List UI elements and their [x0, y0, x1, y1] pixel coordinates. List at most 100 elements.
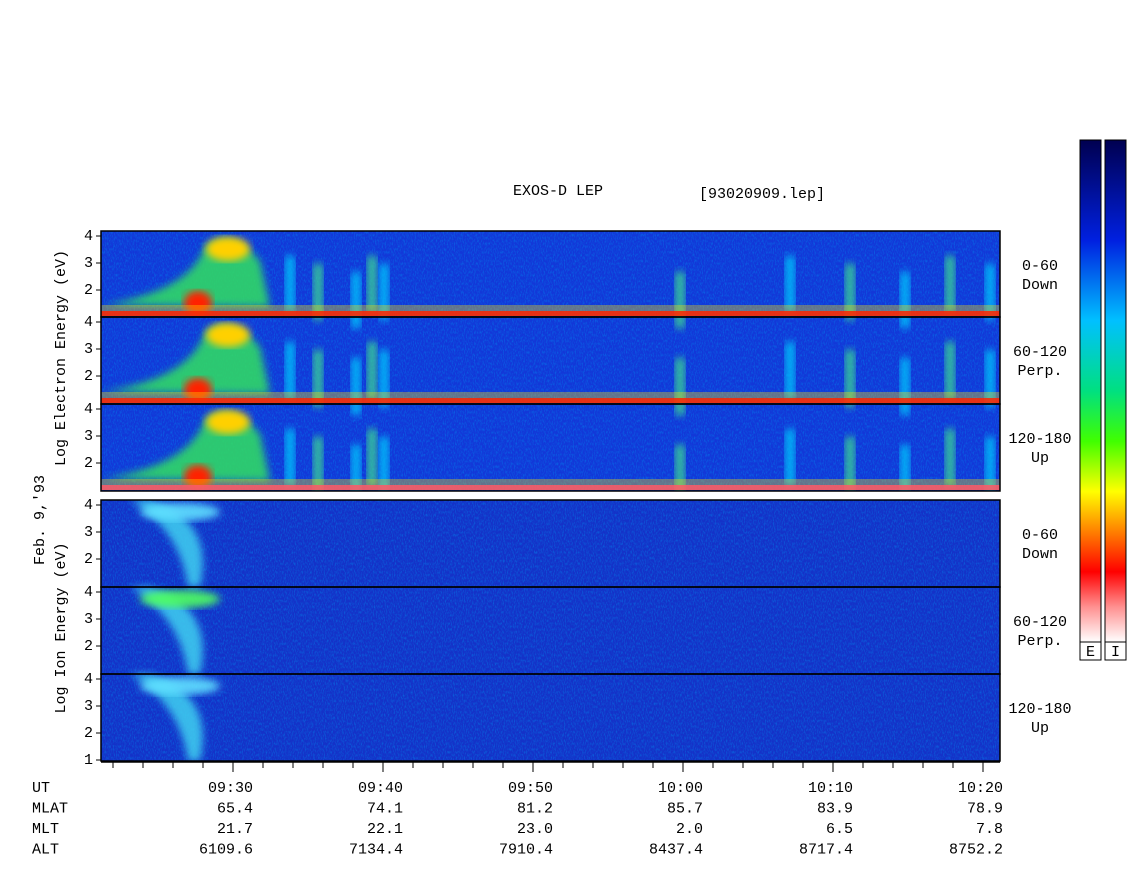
panel-frame	[100, 673, 1001, 762]
feature	[285, 256, 295, 312]
panel-label: Perp.	[1017, 633, 1062, 650]
electron-features	[101, 237, 1000, 491]
feature	[184, 465, 212, 489]
y-tick-label: 4	[84, 584, 93, 601]
feature	[367, 429, 377, 486]
feature	[845, 437, 855, 491]
feature	[313, 264, 323, 320]
feature	[785, 256, 795, 312]
y-tick-label: 4	[84, 497, 93, 514]
y-tick-label: 2	[84, 638, 93, 655]
feature	[945, 256, 955, 312]
y-tick-label: 3	[84, 341, 93, 358]
y-tick-label: 2	[84, 455, 93, 472]
ion-features	[130, 500, 220, 761]
feature	[785, 429, 795, 486]
feature	[184, 291, 212, 315]
y-tick-label: 3	[84, 255, 93, 272]
y-tick-label: 4	[84, 671, 93, 688]
spectrogram-noise	[101, 587, 1000, 674]
colorbar	[1079, 139, 1102, 643]
spectrogram-noise	[101, 500, 1000, 587]
row-value: 22.1	[367, 821, 403, 838]
colorbar	[1104, 139, 1127, 643]
feature	[367, 342, 377, 399]
plot: EXOS-D LEP [93020909.lep] 4 3 2 0-60 Down 4 3 2 60…	[32, 139, 1127, 858]
row-value: 81.2	[517, 800, 553, 817]
feature	[130, 587, 203, 674]
y-tick-label: 3	[84, 698, 93, 715]
panel-label: 60-120	[1013, 344, 1067, 361]
feature	[140, 677, 220, 695]
feature	[101, 479, 1000, 485]
feature	[985, 350, 995, 407]
y-tick-label: 3	[84, 524, 93, 541]
feature	[900, 272, 910, 328]
feature	[351, 272, 361, 328]
feature	[206, 323, 250, 347]
feature	[379, 264, 389, 320]
feature	[206, 237, 250, 261]
y-tick-label: 2	[84, 282, 93, 299]
y-tick-label: 4	[84, 228, 93, 245]
panel-label: 0-60	[1022, 527, 1058, 544]
feature	[845, 350, 855, 407]
feature	[379, 437, 389, 491]
y-tick-label: 3	[84, 428, 93, 445]
feature	[101, 305, 1000, 311]
feature	[379, 350, 389, 407]
row-value: 2.0	[676, 821, 703, 838]
feature	[675, 445, 685, 491]
feature	[285, 429, 295, 486]
colorbar-label-box	[1104, 641, 1127, 661]
feature	[101, 311, 1000, 316]
panel-label: Perp.	[1017, 363, 1062, 380]
row-label: MLAT	[32, 800, 68, 817]
feature	[900, 445, 910, 491]
panel-label: 60-120	[1013, 614, 1067, 631]
row-value: 8752.2	[949, 841, 1003, 858]
y-tick-label: 4	[84, 314, 93, 331]
row-value: 78.9	[967, 800, 1003, 817]
y-axis-label: Log Electron Energy (eV)	[53, 250, 70, 466]
row-value: 65.4	[217, 800, 253, 817]
feature	[985, 264, 995, 320]
row-label: ALT	[32, 841, 59, 858]
feature	[900, 358, 910, 415]
feature	[675, 272, 685, 328]
row-value: 6.5	[826, 821, 853, 838]
feature	[351, 445, 361, 491]
panel-label: Down	[1022, 546, 1058, 563]
feature	[367, 256, 377, 312]
feature	[140, 503, 220, 521]
row-value: 8437.4	[649, 841, 703, 858]
y-tick-label: 3	[84, 611, 93, 628]
colorbar-label: E	[1086, 644, 1095, 661]
row-value: 09:40	[358, 780, 403, 797]
panel-label: 120-180	[1008, 431, 1071, 448]
feature	[945, 429, 955, 486]
row-label: MLT	[32, 821, 59, 838]
panel-label: Up	[1031, 450, 1049, 467]
row-value: 85.7	[667, 800, 703, 817]
row-value: 7910.4	[499, 841, 553, 858]
y-tick-label: 4	[84, 401, 93, 418]
row-value: 7134.4	[349, 841, 403, 858]
feature	[130, 500, 203, 587]
y-tick-label: 2	[84, 725, 93, 742]
date-label: Feb. 9,'93	[32, 475, 49, 565]
feature	[313, 350, 323, 407]
row-value: 09:30	[208, 780, 253, 797]
feature	[101, 485, 1000, 490]
feature	[101, 398, 1000, 403]
feature	[206, 410, 250, 434]
row-value: 10:10	[808, 780, 853, 797]
title: EXOS-D LEP	[513, 183, 603, 200]
row-value: 8717.4	[799, 841, 853, 858]
feature	[675, 358, 685, 415]
y-tick-label: 2	[84, 368, 93, 385]
row-value: 83.9	[817, 800, 853, 817]
feature	[985, 437, 995, 491]
panel-frame	[100, 403, 1001, 492]
y-tick-label: 1	[84, 752, 93, 769]
